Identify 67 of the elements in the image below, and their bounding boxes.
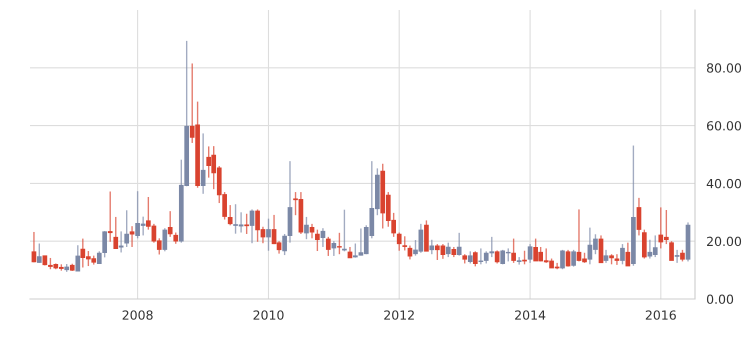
candlestick [348, 246, 352, 258]
candlestick [680, 249, 685, 262]
candlestick [494, 250, 500, 264]
x-tick-label: 2016 [646, 310, 676, 320]
candlestick [32, 231, 36, 263]
candlestick [332, 240, 336, 257]
candlestick [250, 208, 254, 244]
y-tick-label: 40.00 [706, 178, 742, 188]
candlestick [571, 249, 576, 268]
candlestick [320, 228, 326, 248]
candlestick [342, 209, 347, 252]
candlestick [446, 242, 451, 258]
x-tick-label: 2010 [254, 310, 284, 320]
candlestick [560, 249, 565, 270]
candlestick [604, 249, 608, 264]
candlestick [304, 216, 309, 240]
y-tick-label: 0.00 [706, 294, 734, 304]
candlestick [315, 228, 320, 252]
candlestick [451, 246, 456, 258]
y-tick-label: 20.00 [707, 236, 742, 246]
candlestick [429, 239, 434, 255]
candlestick [620, 243, 625, 266]
candlestick [130, 225, 134, 248]
candlestick [472, 250, 478, 268]
candlestick [75, 244, 80, 272]
candlestick [162, 228, 168, 252]
candlestick [168, 210, 173, 238]
candlestick [456, 232, 462, 256]
y-tick-label: 80.00 [706, 63, 742, 73]
candlestick [96, 250, 102, 264]
candlestick [626, 242, 630, 266]
candlestick [522, 250, 527, 266]
candlestick [609, 254, 614, 266]
candlestick [326, 236, 331, 257]
candlestick [598, 234, 604, 264]
candlestick [200, 132, 206, 194]
candlestick [674, 249, 680, 264]
candlestick [102, 230, 108, 258]
candlestick [113, 216, 118, 250]
candlestick [228, 204, 233, 226]
candlestick [352, 242, 358, 258]
candlestick [511, 238, 516, 264]
x-tick-label: 2012 [384, 310, 414, 320]
candlestick [173, 232, 178, 244]
candlestick [402, 236, 408, 252]
candlestick [244, 213, 249, 235]
candlestick [42, 255, 48, 266]
candlestick [636, 197, 642, 236]
candlestick [118, 230, 124, 254]
candlestick [642, 228, 647, 260]
candlestick [528, 243, 532, 264]
candlestick [108, 190, 113, 242]
candlestick [669, 240, 674, 261]
candlestick [408, 244, 412, 260]
candlestick [124, 210, 130, 248]
candlestick [36, 242, 42, 264]
candlestick [462, 254, 468, 264]
candlestick [337, 232, 342, 255]
y-tick-label: 60.00 [706, 121, 742, 131]
candlestick [396, 232, 402, 252]
candlestick [468, 250, 473, 264]
candlestick [614, 254, 620, 266]
x-tick-label: 2014 [515, 310, 546, 320]
x-tick-label: 2008 [122, 310, 153, 320]
candlestick [310, 223, 314, 240]
candlestick [566, 249, 570, 268]
candlestick [266, 218, 271, 252]
